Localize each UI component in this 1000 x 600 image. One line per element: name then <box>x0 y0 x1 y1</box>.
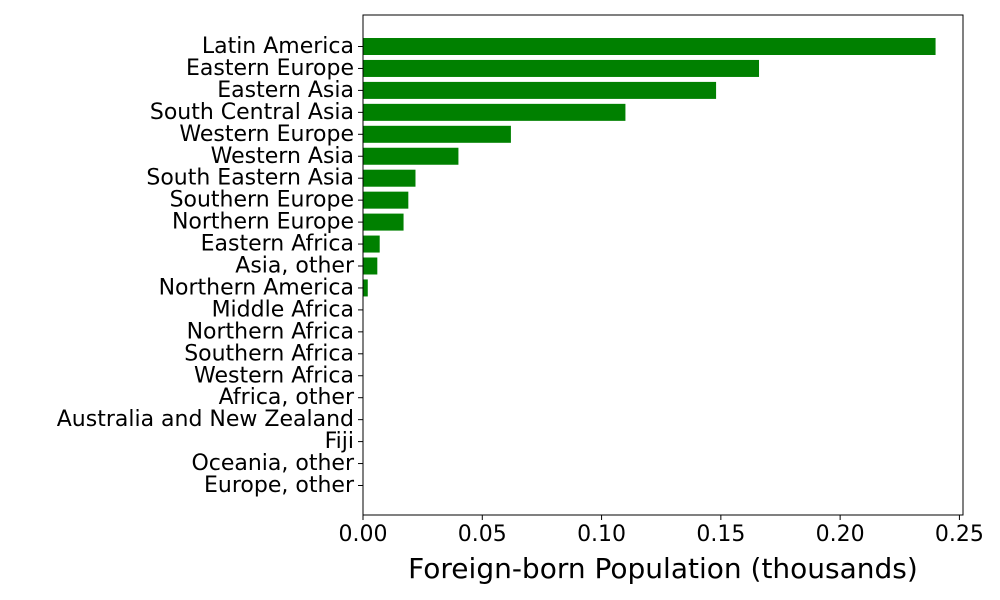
category-label: Northern Africa <box>187 319 354 344</box>
category-label: Asia, other <box>235 254 355 279</box>
x-tick-label: 0.00 <box>339 522 388 547</box>
bar <box>363 59 760 77</box>
x-tick-label: 0.10 <box>577 522 626 547</box>
bar <box>363 169 416 187</box>
bar <box>363 235 380 253</box>
category-label: Latin America <box>202 34 354 59</box>
category-label: Eastern Europe <box>186 56 354 81</box>
category-label: Africa, other <box>219 385 355 410</box>
bar <box>363 257 378 275</box>
category-label: Western Asia <box>211 144 354 169</box>
category-label: Europe, other <box>204 473 355 498</box>
category-label: Northern Europe <box>172 210 354 235</box>
x-tick-label: 0.25 <box>935 522 984 547</box>
category-label: Australia and New Zealand <box>57 407 354 432</box>
bar <box>363 125 511 143</box>
category-label: Western Africa <box>194 363 354 388</box>
category-label: South Central Asia <box>150 100 354 125</box>
bar <box>363 213 404 231</box>
bar <box>363 81 717 99</box>
bar <box>363 279 368 297</box>
category-label: South Eastern Asia <box>146 166 354 191</box>
bar <box>363 147 459 165</box>
category-label: Northern America <box>159 275 354 300</box>
category-label: Middle Africa <box>212 297 354 322</box>
plot-area-frame <box>362 14 964 516</box>
category-label: Western Europe <box>179 122 354 147</box>
category-label: Oceania, other <box>191 451 355 476</box>
category-label: Southern Europe <box>170 188 354 213</box>
x-tick-label: 0.15 <box>696 522 745 547</box>
bar <box>363 191 409 209</box>
x-axis-ticks: 0.00 0.05 0.10 0.15 0.20 0.25 <box>339 515 984 547</box>
bars-layer <box>363 38 936 297</box>
category-label: Eastern Africa <box>201 232 354 257</box>
category-label: Southern Africa <box>184 341 354 366</box>
category-label: Eastern Asia <box>217 78 354 103</box>
category-label: Fiji <box>325 429 354 454</box>
x-tick-label: 0.05 <box>458 522 507 547</box>
x-tick-label: 0.20 <box>816 522 865 547</box>
bar <box>363 38 936 55</box>
bar <box>363 103 626 121</box>
x-axis-label: Foreign-born Population (thousands) <box>408 552 918 585</box>
